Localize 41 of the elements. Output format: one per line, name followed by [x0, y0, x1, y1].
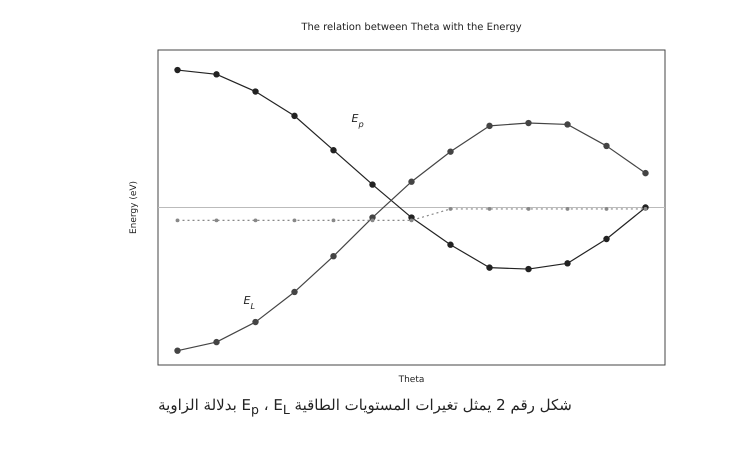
point [174, 66, 181, 74]
point [525, 266, 532, 272]
point [525, 120, 532, 126]
point [292, 218, 296, 222]
point [488, 207, 492, 211]
point [330, 147, 337, 154]
point [448, 207, 452, 211]
chart-title: The relation between Theta with the Energy [300, 22, 522, 33]
point [252, 88, 259, 95]
text: E$_{p}$ [352, 112, 364, 130]
point [332, 218, 336, 222]
point [410, 218, 414, 222]
point [370, 218, 374, 222]
point [642, 170, 649, 176]
point [408, 178, 415, 185]
point [447, 242, 454, 248]
point [486, 264, 493, 271]
point [564, 260, 571, 267]
point [486, 122, 493, 130]
y-axis-title: Energy (eV) [129, 180, 139, 234]
point [214, 218, 218, 222]
point [174, 347, 181, 354]
point [603, 142, 610, 150]
point [252, 318, 259, 326]
point [604, 207, 608, 211]
point [291, 288, 298, 296]
point [291, 112, 298, 120]
point [566, 207, 570, 211]
point [369, 181, 376, 188]
point [526, 207, 530, 211]
point [564, 121, 571, 128]
point [213, 71, 220, 78]
point [213, 338, 220, 346]
point [447, 148, 454, 155]
x-axis-title: Theta [398, 375, 424, 385]
point [254, 218, 258, 222]
series-label: E$_{L}$ [244, 294, 256, 312]
point [176, 218, 180, 222]
point [603, 236, 610, 242]
point [644, 207, 648, 211]
point [330, 252, 337, 260]
